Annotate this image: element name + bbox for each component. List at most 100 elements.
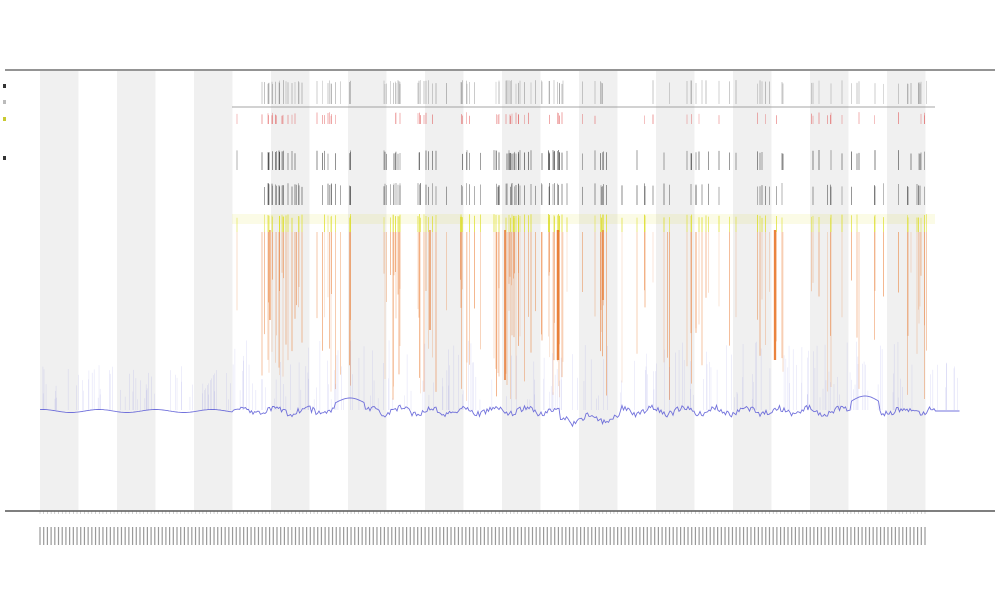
x-tick-label <box>502 527 504 545</box>
x-tick-label <box>324 527 326 545</box>
x-tick-label <box>876 527 878 545</box>
series-group <box>39 340 960 428</box>
x-tick-label <box>109 527 111 545</box>
x-tick-label <box>450 527 452 545</box>
x-tick-label <box>879 527 882 545</box>
x-tick-label <box>376 527 378 545</box>
x-tick-label <box>169 527 171 545</box>
x-tick-label <box>231 527 234 545</box>
x-tick-label <box>146 527 148 545</box>
x-tick-label <box>613 527 615 545</box>
x-tick-label <box>639 527 641 545</box>
x-tick-label <box>135 527 137 545</box>
x-tick-label <box>57 527 60 545</box>
shaded-band <box>271 71 310 510</box>
x-tick-label <box>283 527 285 545</box>
x-tick-label <box>602 527 604 545</box>
x-tick-label <box>605 527 608 545</box>
x-tick-label <box>361 527 363 545</box>
x-tick-label <box>476 527 478 545</box>
x-tick-label <box>546 527 548 545</box>
x-tick-label <box>183 527 186 545</box>
x-tick-label <box>650 527 652 545</box>
x-tick-label <box>124 527 126 545</box>
x-tick-label <box>891 527 893 545</box>
x-tick-label <box>691 527 693 545</box>
shaded-band <box>40 71 79 510</box>
x-tick-label <box>809 527 811 545</box>
x-tick-label <box>365 527 367 545</box>
shaded-band <box>887 71 926 510</box>
x-tick-label <box>187 527 189 545</box>
x-tick-label <box>620 527 622 545</box>
x-tick-label <box>646 527 648 545</box>
x-tick-label <box>765 527 767 545</box>
x-tick-label <box>594 527 597 545</box>
x-tick-label <box>246 527 248 545</box>
x-tick-label <box>161 527 163 545</box>
x-tick-labels <box>39 511 926 545</box>
x-tick-label <box>157 527 160 545</box>
x-tick-label <box>580 527 582 545</box>
x-tick-label <box>224 527 226 545</box>
x-tick-label <box>861 527 863 545</box>
x-tick-label <box>72 527 74 545</box>
x-tick-label <box>757 527 759 545</box>
x-tick-label <box>480 527 482 545</box>
x-tick-label <box>746 527 748 545</box>
x-tick-label <box>298 527 300 545</box>
x-tick-label <box>191 527 193 545</box>
x-tick-label <box>705 527 708 545</box>
x-tick-label <box>176 527 178 545</box>
x-tick-label <box>642 527 645 545</box>
x-tick-label <box>517 527 519 545</box>
x-tick-label <box>65 527 67 545</box>
x-tick-label <box>117 527 119 545</box>
shaded-band <box>117 71 156 510</box>
x-tick-label <box>391 527 393 545</box>
x-tick-label <box>413 527 415 545</box>
x-tick-label <box>443 527 445 545</box>
x-tick-label <box>372 527 374 545</box>
x-tick-label <box>209 527 211 545</box>
x-tick-label <box>80 527 82 545</box>
shaded-band <box>502 71 541 510</box>
x-tick-label <box>468 527 471 545</box>
x-tick-label <box>739 527 741 545</box>
x-tick-label <box>498 527 500 545</box>
x-tick-label <box>850 527 852 545</box>
x-tick-label <box>631 527 634 545</box>
x-tick-label <box>883 527 885 545</box>
x-tick-label <box>572 527 574 545</box>
x-tick-label <box>387 527 389 545</box>
x-tick-label <box>542 527 545 545</box>
x-tick-label <box>505 527 508 545</box>
x-tick-label <box>331 527 334 545</box>
x-tick-label <box>894 527 896 545</box>
x-tick-label <box>702 527 704 545</box>
x-tick-label <box>709 527 711 545</box>
x-tick-label <box>565 527 567 545</box>
x-tick-label <box>383 527 385 545</box>
x-tick-label <box>483 527 485 545</box>
x-tick-label <box>683 527 685 545</box>
x-tick-label <box>83 527 86 545</box>
x-tick-label <box>550 527 552 545</box>
x-tick-label <box>628 527 630 545</box>
x-tick-label <box>102 527 104 545</box>
x-tick-label <box>491 527 493 545</box>
x-tick-label <box>524 527 526 545</box>
axes <box>5 69 995 512</box>
x-tick-label <box>294 527 297 545</box>
x-tick-label <box>513 527 515 545</box>
x-tick-label <box>235 527 237 545</box>
x-tick-label <box>261 527 263 545</box>
x-tick-label <box>439 527 441 545</box>
x-tick-label <box>272 527 274 545</box>
x-tick-label <box>924 527 926 545</box>
x-tick-label <box>46 527 49 545</box>
x-tick-label <box>598 527 600 545</box>
x-tick-label <box>54 527 56 545</box>
legend <box>3 84 6 160</box>
x-tick-label <box>720 527 722 545</box>
